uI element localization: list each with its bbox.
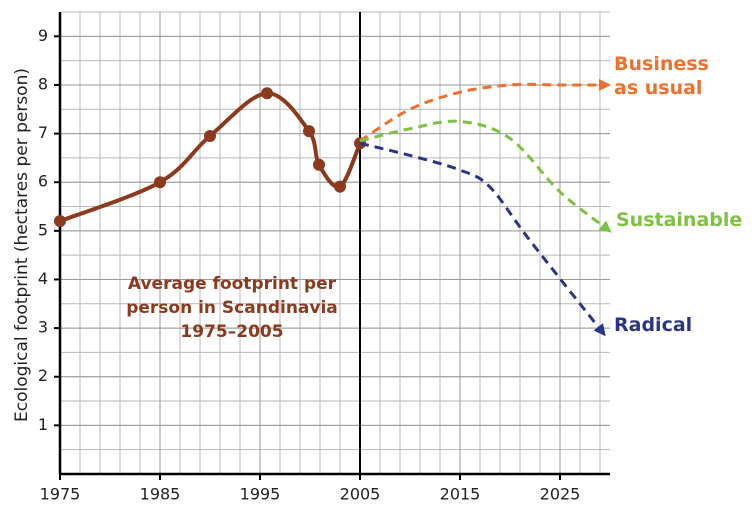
annotation-line: 1975–2005 bbox=[180, 322, 284, 342]
point bbox=[261, 87, 273, 100]
x-tick-label: 2025 bbox=[540, 485, 581, 504]
y-tick-label: 3 bbox=[38, 318, 48, 337]
scenario-line bbox=[359, 119, 612, 233]
x-tick-label: 2005 bbox=[340, 485, 381, 504]
point bbox=[54, 215, 66, 228]
x-tick-label: 1995 bbox=[240, 485, 281, 504]
point bbox=[334, 180, 346, 193]
series-label: Sustainable bbox=[616, 209, 743, 231]
y-tick-label: 7 bbox=[38, 123, 48, 142]
scenario-line bbox=[359, 141, 606, 337]
y-tick-label: 9 bbox=[38, 26, 48, 45]
annotation-line: Average footprint per bbox=[127, 274, 337, 294]
x-tick-label: 2015 bbox=[440, 485, 481, 504]
history-line bbox=[59, 91, 362, 223]
scenario-line bbox=[359, 78, 611, 143]
annotation: Average footprint per person in Scandina… bbox=[112, 272, 352, 344]
y-tick-label: 6 bbox=[38, 172, 48, 191]
point bbox=[204, 130, 216, 143]
series-label: Business as usual bbox=[614, 53, 709, 99]
y-tick-label: 4 bbox=[38, 269, 48, 288]
x-tick-label: 1985 bbox=[140, 485, 181, 504]
y-tick-label: 2 bbox=[38, 366, 48, 385]
y-tick-label: 1 bbox=[38, 415, 48, 434]
y-axis-label: Ecological footprint (hectares per perso… bbox=[12, 68, 32, 422]
point bbox=[313, 158, 325, 171]
series-label: Radical bbox=[614, 314, 693, 336]
x-tick-label: 1975 bbox=[40, 485, 81, 504]
y-tick-label: 8 bbox=[38, 74, 48, 93]
annotation-line: person in Scandinavia bbox=[126, 298, 338, 318]
point bbox=[303, 125, 315, 138]
point bbox=[154, 176, 166, 189]
y-tick-label: 5 bbox=[38, 220, 48, 239]
